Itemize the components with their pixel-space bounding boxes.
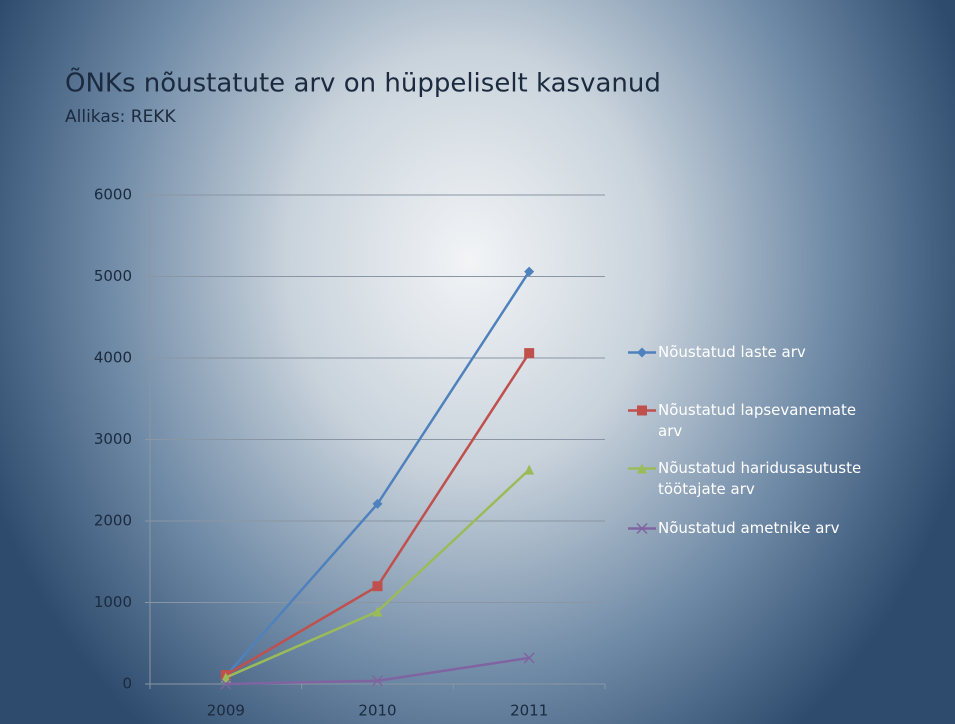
legend-icon (628, 522, 656, 535)
legend-label: Nõustatud laste arv (658, 343, 806, 361)
marker (372, 606, 383, 617)
x-tick-label: 2010 (358, 702, 396, 720)
legend-icon (628, 405, 656, 416)
series-line (225, 352, 531, 677)
marker (524, 266, 535, 277)
marker (637, 463, 647, 474)
legend-label: Nõustatud ametnike arv (658, 519, 840, 537)
chart-title: ÕNKs nõustatute arv on hüppeliselt kasva… (65, 67, 661, 99)
marker (637, 347, 647, 358)
chart-subtitle: Allikas: REKK (65, 107, 176, 127)
x-tick-label: 2011 (510, 702, 548, 720)
legend-entry: Nõustatud laste arv (628, 342, 878, 363)
y-tick-label: 3000 (94, 430, 132, 448)
marker (372, 498, 383, 509)
legend-icon (628, 463, 656, 474)
marker (220, 672, 231, 683)
marker (220, 678, 232, 690)
legend-label: Nõustatud lapsevanemate arv (658, 401, 857, 440)
y-tick-label: 2000 (94, 512, 132, 530)
x-tick-label: 2009 (207, 702, 245, 720)
y-tick-label: 5000 (94, 267, 132, 285)
y-tick-label: 1000 (94, 593, 132, 611)
y-tick-label: 0 (122, 675, 132, 693)
marker (524, 348, 535, 359)
marker (524, 464, 535, 475)
legend-entry: Nõustatud haridusasutuste töötajate arv (628, 458, 878, 500)
marker (637, 405, 647, 416)
legend-entry: Nõustatud lapsevanemate arv (628, 400, 878, 442)
legend-entry: Nõustatud ametnike arv (628, 518, 878, 539)
y-tick-label: 6000 (94, 186, 132, 204)
legend-label: Nõustatud haridusasutuste töötajate arv (658, 459, 862, 498)
marker (372, 581, 383, 592)
marker (523, 652, 535, 664)
y-tick-label: 4000 (94, 349, 132, 367)
marker (636, 522, 648, 535)
marker (371, 675, 384, 687)
legend-icon (628, 347, 656, 358)
